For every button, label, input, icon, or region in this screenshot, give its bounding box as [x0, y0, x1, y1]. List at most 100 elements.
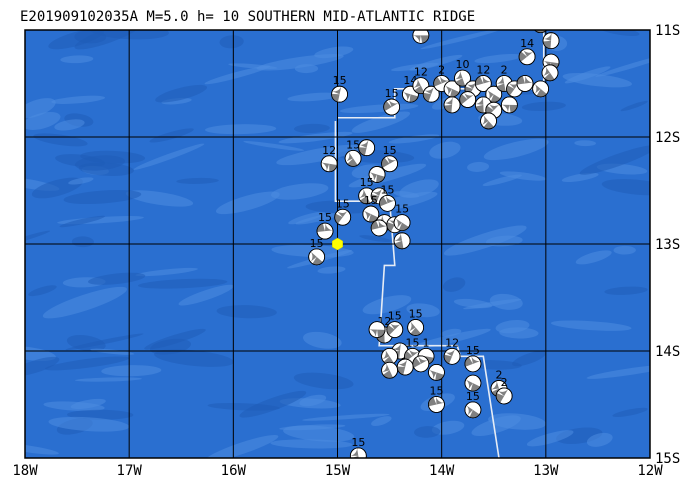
beachball-quadrant [471, 355, 481, 364]
beachball-outline [358, 139, 376, 157]
bathymetry-streak [239, 390, 307, 418]
bathymetry-streak [25, 442, 59, 455]
beachball [381, 361, 398, 379]
beachball-quadrant [433, 76, 442, 87]
beachball-quadrant [398, 222, 409, 231]
beachball-quadrant [509, 82, 520, 89]
beachball-outline [362, 205, 380, 223]
beachball-outline [412, 355, 430, 373]
beachball-quadrant [381, 157, 390, 168]
bathymetry-streak [604, 286, 648, 295]
beachball [393, 232, 411, 250]
bathymetry-streak [276, 144, 362, 166]
beachball-quadrant [483, 120, 494, 129]
bathymetry-streak [613, 245, 636, 255]
beachball-quadrant [459, 94, 468, 105]
beachball-quadrant [466, 81, 477, 89]
bathymetry-streak [293, 372, 354, 390]
beachball [541, 64, 559, 82]
bathymetry-streak [620, 100, 648, 112]
beachball [443, 80, 461, 98]
beachball [443, 96, 461, 114]
event-depth-label: 15 [336, 197, 350, 210]
beachball-quadrant [376, 174, 385, 183]
bathymetry-streak [287, 92, 342, 102]
beachball-quadrant [363, 210, 371, 221]
bathymetry-streak [391, 62, 439, 72]
beachball-quadrant [388, 217, 399, 225]
beachball-quadrant [523, 49, 534, 57]
beachball-outline [480, 112, 497, 130]
beachball: 15 [308, 237, 326, 266]
event-depth-label: 12 [476, 64, 490, 77]
bathymetry-streak [51, 95, 106, 104]
beachball [464, 374, 482, 392]
beachball-quadrant [358, 188, 367, 199]
bathymetry-streak [489, 293, 523, 310]
beachball: 15 [464, 344, 482, 373]
bathymetry-streak [135, 267, 198, 277]
beachball-quadrant [345, 151, 354, 162]
beachball-quadrant [444, 96, 453, 105]
bathymetry-streak [442, 277, 466, 292]
bathymetry-streak [205, 124, 277, 135]
bathymetry-streak [207, 402, 280, 411]
beachball-quadrant [325, 223, 333, 232]
beachball [368, 166, 386, 183]
beachball-quadrant [312, 256, 323, 265]
bathymetry-streak [216, 305, 277, 319]
bathymetry-streak [204, 65, 271, 85]
beachball-quadrant [444, 85, 453, 96]
event-depth-label: 15 [544, 21, 558, 34]
beachball-outline [383, 98, 401, 116]
bathymetry-streak [399, 179, 439, 198]
beachball-outline [516, 75, 534, 92]
beachball-outline [316, 222, 334, 240]
beachball: 12 [443, 336, 461, 365]
bathymetry-streak [155, 84, 207, 103]
bathymetry-streak [579, 145, 650, 175]
beachball-outline [428, 396, 445, 413]
beachball-outline [402, 85, 419, 103]
beachball-quadrant [359, 139, 369, 148]
beachball: 15 [358, 176, 376, 205]
bathymetry-streak [601, 179, 650, 196]
beachball-quadrant [534, 83, 541, 95]
lon-tick-label: 18W [12, 463, 38, 479]
beachball-quadrant [377, 329, 386, 338]
bathymetry-streak [429, 141, 461, 159]
beachball-quadrant [445, 348, 456, 357]
beachball-outline [344, 149, 362, 167]
bathymetry-streak [474, 53, 522, 64]
map-title: E201909102035A M=5.0 h= 10 SOUTHERN MID-… [20, 9, 475, 25]
beachball-quadrant [383, 100, 392, 112]
event-depth-label: 2 [438, 64, 445, 77]
bathymetry-streak [414, 426, 441, 438]
beachball-outline [454, 69, 471, 87]
beachball-quadrant [386, 222, 395, 232]
bathymetry-streak [101, 365, 162, 377]
bathymetry-streak [138, 278, 228, 289]
bathymetry-streak [302, 413, 390, 421]
lat-tick-label: 11S [655, 23, 680, 39]
lon-tick-label: 14W [429, 463, 455, 479]
beachball-outline [368, 321, 386, 339]
beachball-quadrant [424, 86, 434, 95]
beachball-quadrant [436, 396, 445, 405]
beachball-quadrant [386, 156, 397, 164]
beachball-quadrant [388, 99, 399, 108]
event-depth-label: 15 [351, 436, 365, 449]
event-depth-label: 2 [495, 368, 502, 381]
bathymetry-streak [125, 190, 194, 207]
epicenter-hexagon [332, 237, 343, 251]
beachball-quadrant [498, 389, 509, 396]
event-depth-label: 15 [318, 211, 332, 224]
beachball-outline [542, 32, 560, 50]
bathymetry-streak [550, 320, 632, 331]
beachball-quadrant [394, 240, 404, 249]
beachball-outline [495, 387, 513, 405]
event-depth-label: 1 [423, 336, 430, 349]
bathymetry-streak [443, 225, 527, 256]
bathymetry-streak [562, 72, 632, 88]
beachball-quadrant [378, 219, 387, 228]
